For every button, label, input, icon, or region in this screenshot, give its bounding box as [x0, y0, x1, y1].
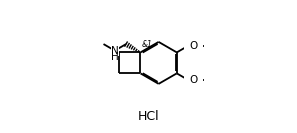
Text: O: O [189, 75, 198, 85]
Text: HCl: HCl [138, 110, 159, 123]
Text: &1: &1 [142, 40, 153, 49]
Text: N: N [111, 46, 119, 56]
Text: O: O [189, 41, 198, 51]
Text: H: H [111, 52, 119, 62]
